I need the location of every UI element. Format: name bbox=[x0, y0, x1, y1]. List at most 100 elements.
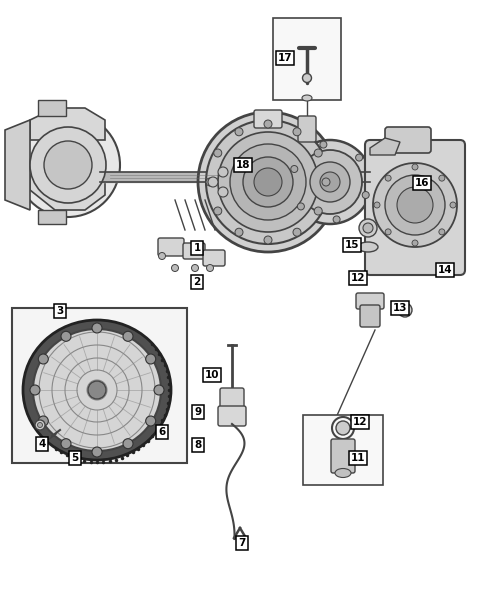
Circle shape bbox=[401, 306, 408, 313]
Text: 16: 16 bbox=[414, 178, 428, 188]
Circle shape bbox=[197, 112, 337, 252]
FancyBboxPatch shape bbox=[364, 140, 464, 275]
Circle shape bbox=[292, 128, 301, 136]
Text: 12: 12 bbox=[352, 417, 366, 427]
Circle shape bbox=[358, 219, 376, 237]
Polygon shape bbox=[30, 108, 105, 140]
FancyBboxPatch shape bbox=[355, 293, 383, 309]
FancyBboxPatch shape bbox=[217, 406, 245, 426]
Circle shape bbox=[449, 202, 455, 208]
Circle shape bbox=[92, 323, 102, 333]
Circle shape bbox=[384, 175, 390, 181]
Circle shape bbox=[171, 264, 178, 272]
Text: 15: 15 bbox=[344, 240, 359, 250]
Circle shape bbox=[38, 416, 48, 426]
Bar bbox=[12, 308, 187, 463]
Circle shape bbox=[292, 228, 301, 236]
Circle shape bbox=[229, 144, 305, 220]
FancyBboxPatch shape bbox=[297, 116, 316, 142]
Circle shape bbox=[38, 354, 48, 364]
Circle shape bbox=[61, 331, 71, 341]
Circle shape bbox=[191, 264, 198, 272]
Circle shape bbox=[297, 203, 304, 210]
Circle shape bbox=[217, 167, 227, 177]
Text: 11: 11 bbox=[350, 453, 364, 463]
Circle shape bbox=[145, 416, 155, 426]
Circle shape bbox=[372, 163, 456, 247]
Circle shape bbox=[362, 223, 372, 233]
FancyBboxPatch shape bbox=[384, 127, 430, 153]
Text: 2: 2 bbox=[193, 277, 200, 287]
Text: 13: 13 bbox=[392, 303, 407, 313]
Ellipse shape bbox=[23, 320, 171, 460]
Circle shape bbox=[88, 381, 106, 399]
Circle shape bbox=[154, 385, 164, 395]
Circle shape bbox=[302, 74, 311, 82]
Circle shape bbox=[314, 149, 321, 157]
Circle shape bbox=[44, 141, 92, 189]
FancyBboxPatch shape bbox=[254, 110, 281, 128]
Text: 7: 7 bbox=[238, 538, 245, 548]
Circle shape bbox=[362, 191, 368, 198]
Circle shape bbox=[206, 178, 213, 186]
Circle shape bbox=[213, 149, 221, 157]
Circle shape bbox=[158, 253, 165, 260]
FancyBboxPatch shape bbox=[203, 250, 225, 266]
Circle shape bbox=[438, 175, 444, 181]
Circle shape bbox=[217, 132, 318, 232]
Circle shape bbox=[37, 422, 43, 428]
Text: 4: 4 bbox=[38, 439, 45, 449]
Circle shape bbox=[309, 162, 349, 202]
Circle shape bbox=[335, 421, 349, 435]
Text: 8: 8 bbox=[194, 440, 201, 450]
Bar bbox=[38, 210, 66, 224]
Circle shape bbox=[123, 331, 133, 341]
FancyBboxPatch shape bbox=[330, 439, 354, 473]
Circle shape bbox=[92, 447, 102, 457]
Circle shape bbox=[235, 228, 242, 236]
Circle shape bbox=[242, 157, 292, 207]
Circle shape bbox=[206, 264, 213, 272]
Text: 3: 3 bbox=[56, 306, 63, 316]
Circle shape bbox=[30, 385, 40, 395]
Circle shape bbox=[213, 207, 221, 215]
Circle shape bbox=[263, 236, 272, 244]
FancyBboxPatch shape bbox=[158, 238, 183, 256]
Circle shape bbox=[333, 216, 339, 223]
Circle shape bbox=[123, 439, 133, 449]
Bar bbox=[302, 415, 382, 485]
FancyBboxPatch shape bbox=[220, 388, 243, 408]
Circle shape bbox=[397, 303, 411, 317]
Text: 17: 17 bbox=[277, 53, 292, 63]
Circle shape bbox=[16, 113, 120, 217]
Ellipse shape bbox=[302, 95, 311, 101]
Circle shape bbox=[384, 229, 390, 235]
Circle shape bbox=[321, 178, 329, 186]
Circle shape bbox=[287, 140, 371, 224]
Polygon shape bbox=[369, 138, 399, 155]
Circle shape bbox=[438, 229, 444, 235]
Bar bbox=[38, 100, 66, 116]
FancyBboxPatch shape bbox=[182, 243, 205, 259]
Text: 10: 10 bbox=[204, 370, 219, 380]
Circle shape bbox=[319, 141, 326, 148]
Circle shape bbox=[355, 154, 362, 161]
Circle shape bbox=[235, 128, 242, 136]
Circle shape bbox=[208, 177, 217, 187]
Ellipse shape bbox=[334, 468, 350, 478]
Circle shape bbox=[254, 168, 281, 196]
Circle shape bbox=[290, 166, 297, 173]
Circle shape bbox=[217, 187, 227, 197]
Circle shape bbox=[319, 172, 339, 192]
Text: 9: 9 bbox=[194, 407, 201, 417]
Circle shape bbox=[314, 207, 321, 215]
Circle shape bbox=[396, 187, 432, 223]
Bar bbox=[272, 18, 340, 100]
Circle shape bbox=[35, 420, 45, 430]
Circle shape bbox=[384, 175, 444, 235]
Text: 6: 6 bbox=[158, 427, 165, 437]
Text: 5: 5 bbox=[71, 453, 78, 463]
Text: 18: 18 bbox=[235, 160, 250, 170]
Circle shape bbox=[206, 120, 329, 244]
Text: 14: 14 bbox=[437, 265, 452, 275]
